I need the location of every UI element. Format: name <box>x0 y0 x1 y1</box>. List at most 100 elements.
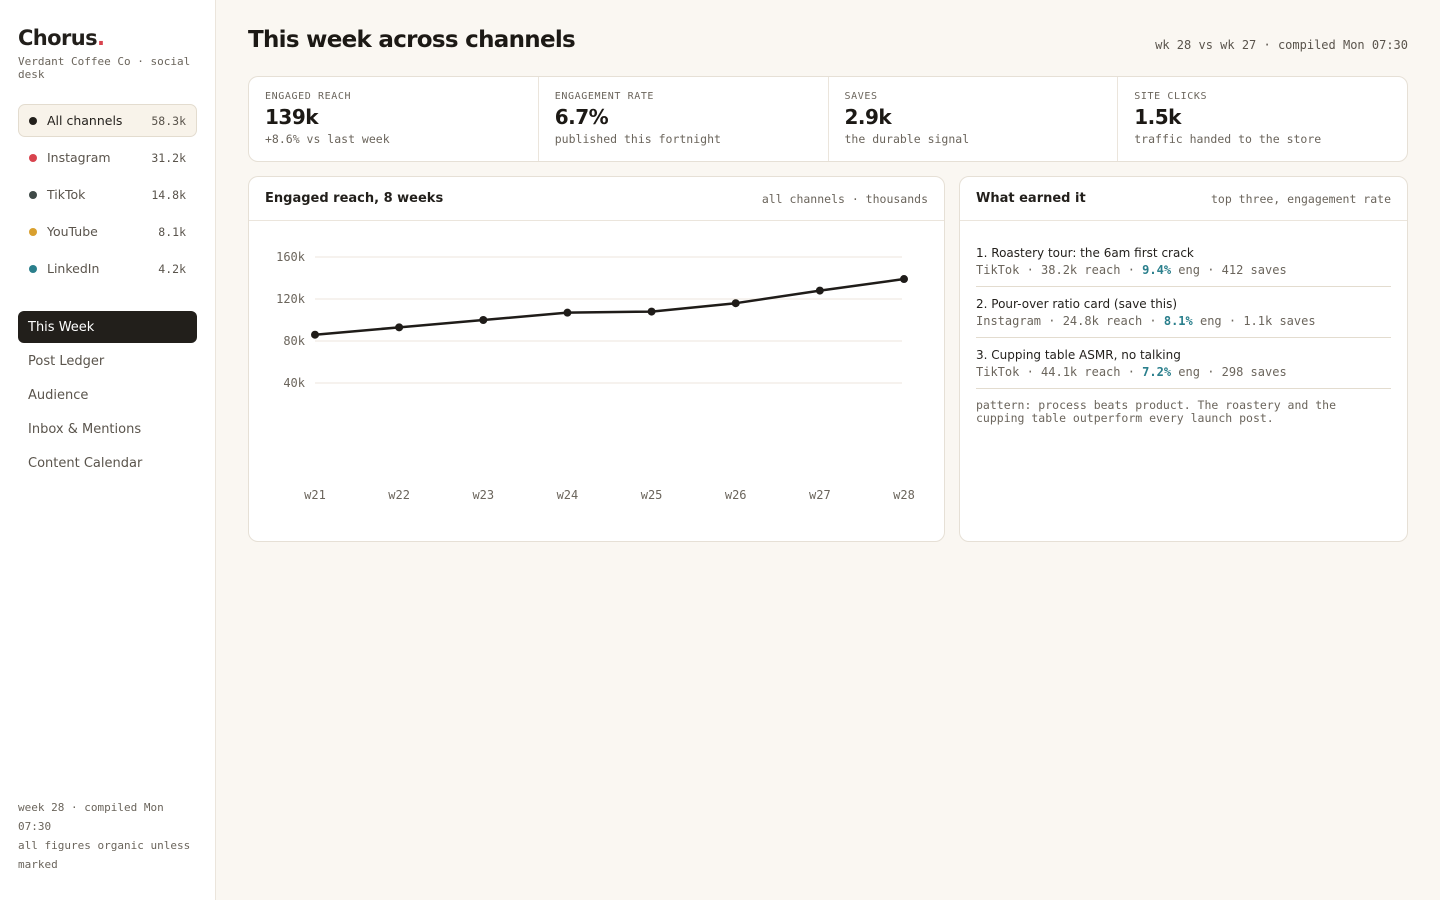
y-tick-label: 40k <box>283 376 305 390</box>
post-stats-post: eng · 412 saves <box>1171 263 1287 277</box>
x-tick-label: w28 <box>893 488 915 502</box>
channel-filter-list: All channels 58.3k Instagram 31.2k TikTo… <box>18 104 197 289</box>
nav-content-calendar[interactable]: Content Calendar <box>28 455 143 471</box>
y-tick-label: 160k <box>276 250 306 264</box>
post-stats-pre: Instagram · 24.8k reach · <box>976 314 1164 328</box>
page-title: This week across channels <box>248 27 576 53</box>
channel-value: 4.2k <box>158 261 186 276</box>
data-point <box>900 275 908 284</box>
channel-tiktok[interactable]: TikTok 14.8k <box>18 178 197 211</box>
pattern-note: pattern: process beats product. The roas… <box>976 398 1337 425</box>
reach-chart-card: Engaged reach, 8 weeks all channels · th… <box>248 176 945 542</box>
nav-audience[interactable]: Audience <box>28 387 89 403</box>
kpi-value: 2.9k <box>844 105 892 129</box>
x-tick-label: w24 <box>557 488 579 502</box>
post-title: 2. Pour-over ratio card (save this) <box>976 297 1178 311</box>
brand-name: Chorus <box>18 26 98 50</box>
sidebar-footer: week 28 · compiled Mon 07:30 all figures… <box>18 798 198 874</box>
channel-instagram[interactable]: Instagram 31.2k <box>18 141 197 174</box>
channel-value: 58.3k <box>151 113 186 128</box>
channel-name: LinkedIn <box>47 261 100 276</box>
card-meta: top three, engagement rate <box>1210 191 1391 206</box>
nav-post-ledger[interactable]: Post Ledger <box>28 353 105 369</box>
post-stats-post: eng · 1.1k saves <box>1192 314 1316 328</box>
data-point <box>731 299 740 308</box>
data-point <box>479 316 488 324</box>
brand-dot: . <box>97 26 105 50</box>
card-title: What earned it <box>976 191 1086 206</box>
channel-dot-icon <box>29 116 37 125</box>
x-tick-label: w21 <box>304 488 326 502</box>
card-title: Engaged reach, 8 weeks <box>265 191 444 206</box>
brand-logo[interactable]: Chorus. <box>18 26 105 50</box>
channel-all[interactable]: All channels 58.3k <box>18 104 197 137</box>
top-post-item[interactable]: 2. Pour-over ratio card (save this) Inst… <box>976 287 1391 338</box>
kpi-engaged-reach: ENGAGED REACH 139k +8.6% vs last week <box>249 77 539 161</box>
kpi-value: 1.5k <box>1134 105 1181 129</box>
sidebar: Chorus. Verdant Coffee Co · social desk … <box>0 0 216 900</box>
channel-dot-icon <box>29 153 37 162</box>
data-point <box>311 330 319 339</box>
series-line <box>314 277 905 336</box>
top-post-item[interactable]: 3. Cupping table ASMR, no talking TikTok… <box>976 338 1391 389</box>
post-title: 1. Roastery tour: the 6am first crack <box>976 246 1194 260</box>
top-post-item[interactable]: 1. Roastery tour: the 6am first crack Ti… <box>976 221 1391 287</box>
channel-dot-icon <box>29 264 37 273</box>
kpi-label: ENGAGEMENT RATE <box>554 91 655 102</box>
main-nav: This Week Post Ledger Audience Inbox & M… <box>18 311 197 481</box>
post-engagement-rate: 7.2% <box>1142 365 1172 379</box>
data-point <box>395 323 404 332</box>
top-posts-list: 1. Roastery tour: the 6am first crack Ti… <box>960 221 1407 425</box>
data-point <box>815 286 824 295</box>
kpi-sub: +8.6% vs last week <box>265 132 390 146</box>
card-header: Engaged reach, 8 weeks all channels · th… <box>249 177 944 221</box>
channel-dot-icon <box>29 190 37 199</box>
kpi-sub: traffic handed to the store <box>1134 132 1322 146</box>
top-posts-card: What earned it top three, engagement rat… <box>959 176 1408 542</box>
x-tick-label: w27 <box>809 488 831 502</box>
post-engagement-rate: 8.1% <box>1163 314 1193 328</box>
sidebar-footer-line: week 28 · compiled Mon 07:30 <box>18 801 164 833</box>
kpi-strip: ENGAGED REACH 139k +8.6% vs last week EN… <box>248 76 1408 162</box>
post-stats: Instagram · 24.8k reach · 8.1% eng · 1.1… <box>976 314 1391 328</box>
card-meta: all channels · thousands <box>761 191 928 206</box>
x-tick-label: w22 <box>388 488 410 502</box>
y-tick-label: 80k <box>283 334 305 348</box>
kpi-label: SITE CLICKS <box>1134 91 1208 102</box>
nav-this-week[interactable]: This Week <box>18 311 197 343</box>
post-stats: TikTok · 38.2k reach · 9.4% eng · 412 sa… <box>976 263 1391 277</box>
post-stats-post: eng · 298 saves <box>1171 365 1287 379</box>
kpi-saves: SAVES 2.9k the durable signal <box>829 77 1119 161</box>
kpi-site-clicks: SITE CLICKS 1.5k traffic handed to the s… <box>1118 77 1407 161</box>
channel-value: 14.8k <box>151 187 186 202</box>
data-point <box>647 307 656 316</box>
post-stats: TikTok · 44.1k reach · 7.2% eng · 298 sa… <box>976 365 1391 379</box>
x-tick-label: w25 <box>641 488 663 502</box>
channel-linkedin[interactable]: LinkedIn 4.2k <box>18 252 197 285</box>
kpi-sub: published this fortnight <box>554 132 721 146</box>
compile-meta: wk 28 vs wk 27 · compiled Mon 07:30 <box>1155 38 1408 52</box>
x-tick-label: w23 <box>472 488 494 502</box>
post-title: 3. Cupping table ASMR, no talking <box>976 348 1181 362</box>
kpi-label: ENGAGED REACH <box>265 91 352 102</box>
channel-name: TikTok <box>47 187 86 202</box>
nav-inbox-mentions[interactable]: Inbox & Mentions <box>28 421 142 437</box>
post-stats-pre: TikTok · 44.1k reach · <box>976 365 1143 379</box>
kpi-engagement-rate: ENGAGEMENT RATE 6.7% published this fort… <box>539 77 829 161</box>
channel-name: YouTube <box>47 224 98 239</box>
brand-subtitle: Verdant Coffee Co · social desk <box>18 55 191 81</box>
channel-dot-icon <box>29 227 37 236</box>
channel-value: 31.2k <box>151 150 186 165</box>
channel-name: Instagram <box>47 150 111 165</box>
kpi-value: 6.7% <box>554 105 609 129</box>
kpi-label: SAVES <box>844 91 878 102</box>
sidebar-footer-line: all figures organic unless marked <box>18 839 191 871</box>
card-header: What earned it top three, engagement rat… <box>960 177 1407 221</box>
channel-name: All channels <box>47 113 123 128</box>
y-tick-label: 120k <box>276 292 306 306</box>
x-tick-label: w26 <box>725 488 747 502</box>
data-point <box>563 308 572 317</box>
kpi-value: 139k <box>265 105 319 129</box>
channel-youtube[interactable]: YouTube 8.1k <box>18 215 197 248</box>
reach-line-chart: 40k 80k 120k 160k w21 w22 w23 w24 w25 w26 w27 w28 <box>276 250 915 502</box>
